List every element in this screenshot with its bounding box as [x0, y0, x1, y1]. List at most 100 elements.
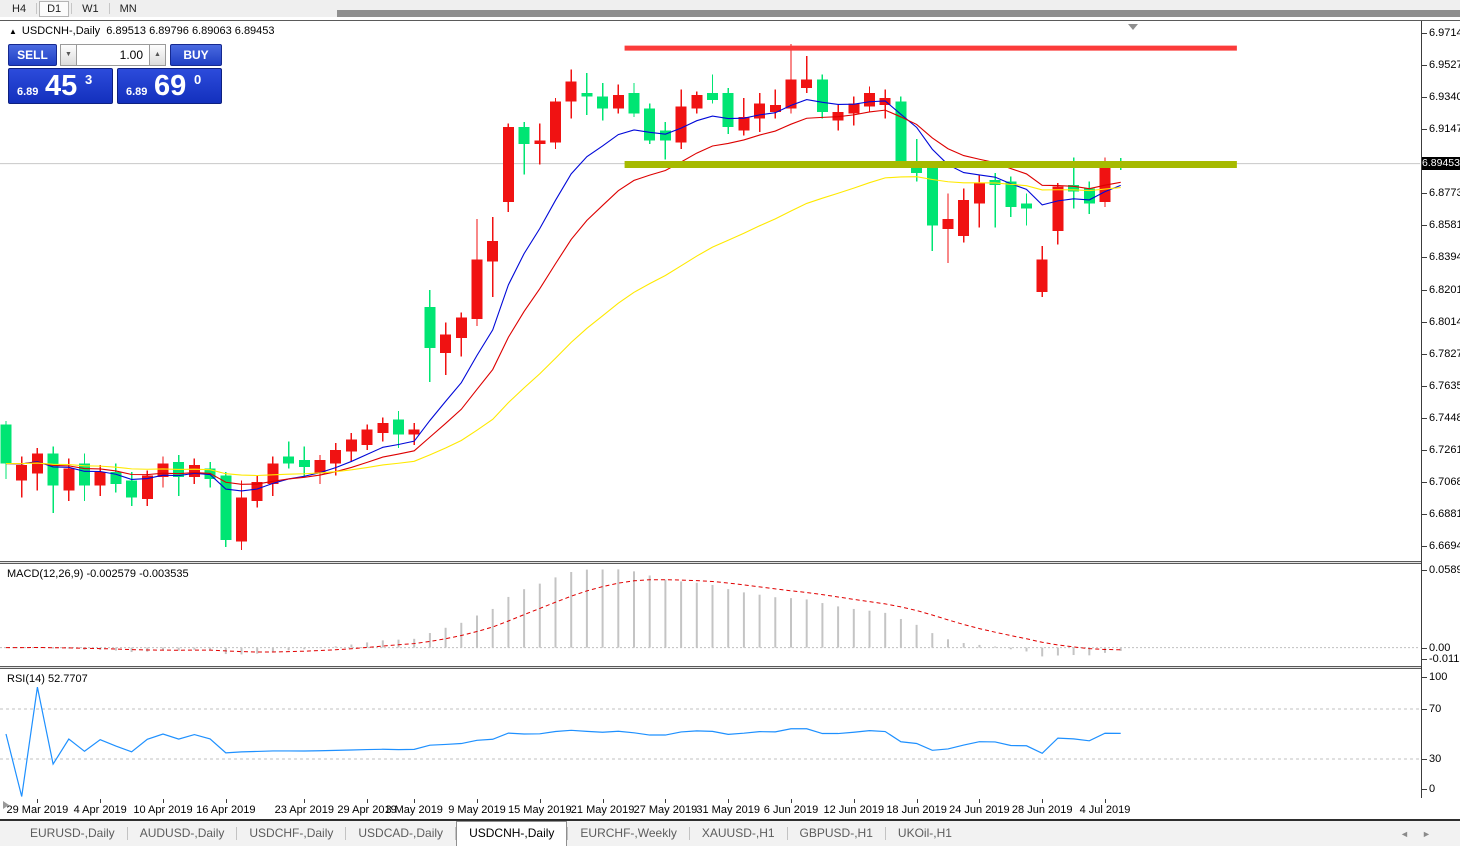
- price-tick: [1422, 709, 1427, 710]
- timeframe-button-h4[interactable]: H4: [12, 2, 27, 15]
- time-tick: [665, 799, 667, 803]
- time-axis[interactable]: 29 Mar 2019 4 Apr 2019 10 Apr 2019 16 Apr 2…: [0, 798, 1460, 819]
- price-axis-label: 6.74480: [1429, 411, 1460, 424]
- sell-price-point: 3: [85, 72, 93, 87]
- time-tick: [37, 799, 39, 803]
- time-axis-label: 9 May 2019: [448, 804, 506, 816]
- tab-separator: [236, 827, 238, 840]
- resistance-line[interactable]: [624, 45, 1237, 51]
- time-axis-label: 6 Jun 2019: [763, 804, 819, 816]
- price-chart-pane[interactable]: ▲ USDCNH-,Daily 6.89513 6.89796 6.89063 …: [0, 21, 1421, 561]
- candle-body: [550, 101, 561, 143]
- candle-body: [707, 93, 718, 100]
- toolbar-separator: [36, 3, 38, 14]
- time-axis-label: 29 Apr 2019: [337, 804, 397, 816]
- price-tick: [1422, 789, 1427, 790]
- tab-ukoil-h1[interactable]: UKOil-,H1: [897, 826, 952, 840]
- candle-body: [722, 93, 734, 128]
- buy-button[interactable]: BUY: [170, 44, 222, 66]
- candle-body: [393, 419, 404, 435]
- chart-shift-icon[interactable]: [1128, 24, 1138, 30]
- candle-body: [471, 259, 483, 320]
- candle-body: [659, 130, 671, 141]
- tab-separator: [567, 827, 569, 840]
- time-tick: [477, 799, 478, 803]
- candle-body: [926, 167, 938, 226]
- one-click-trade-widget: SELL ▼ ▲ BUY 6.89 45 3 6.89 69 0: [8, 44, 222, 104]
- price-tick: [1422, 570, 1427, 571]
- time-tick: [163, 799, 164, 803]
- tab-separator: [455, 827, 457, 840]
- tab-scroll-right-icon[interactable]: ►: [1422, 829, 1431, 839]
- candle-body: [612, 94, 624, 109]
- time-tick: [853, 799, 855, 803]
- price-axis-label: 6.68815: [1429, 508, 1460, 521]
- sell-price-panel[interactable]: 6.89 45 3: [8, 68, 113, 104]
- tab-usdcnh-daily[interactable]: USDCNH-,Daily: [456, 821, 568, 846]
- candle-body: [251, 482, 263, 501]
- price-tick: [1422, 449, 1427, 451]
- time-axis-label: 3 May 2019: [385, 804, 443, 816]
- tab-eurusd-daily[interactable]: EURUSD-,Daily: [30, 826, 115, 840]
- price-tick: [1422, 482, 1427, 484]
- candle-body: [816, 79, 828, 112]
- rsi-label: RSI(14) 52.7707: [7, 673, 88, 685]
- volume-decrease-button[interactable]: ▼: [60, 44, 77, 66]
- candle-body: [644, 108, 656, 141]
- price-tick: [1422, 647, 1427, 649]
- time-axis-label: 21 May 2019: [570, 804, 635, 816]
- macd-chart[interactable]: [0, 564, 1421, 666]
- timeframe-button-w1[interactable]: W1: [82, 2, 99, 15]
- sell-button[interactable]: SELL: [8, 44, 57, 66]
- volume-increase-button[interactable]: ▲: [149, 44, 166, 66]
- candle-body: [1036, 259, 1048, 292]
- candle-body: [283, 456, 295, 464]
- candle-body: [1005, 181, 1017, 207]
- tab-xauusd-h1[interactable]: XAUUSD-,H1: [701, 826, 775, 840]
- tab-usdchf-daily[interactable]: USDCHF-,Daily: [249, 826, 334, 840]
- tab-eurchf-weekly[interactable]: EURCHF-,Weekly: [580, 826, 677, 840]
- candle-body: [848, 103, 860, 114]
- price-tick: [1422, 192, 1427, 194]
- price-axis-label: 6.95270: [1429, 58, 1460, 71]
- price-tick: [1422, 514, 1427, 516]
- candle-body: [408, 429, 420, 435]
- price-axis[interactable]: 6.97140 6.95270 6.93400 6.91475 6.87735 6.858…: [1421, 21, 1460, 798]
- candle-body: [942, 218, 954, 230]
- tab-gbpusd-h1[interactable]: GBPUSD-,H1: [799, 826, 873, 840]
- support-line[interactable]: [624, 161, 1237, 169]
- timeframe-button-mn[interactable]: MN: [119, 2, 137, 15]
- macd-axis-label: -0.011273: [1429, 653, 1460, 665]
- time-tick: [979, 799, 981, 803]
- candle-body: [236, 497, 247, 542]
- candle-body: [565, 81, 577, 102]
- tab-usdcad-daily[interactable]: USDCAD-,Daily: [358, 826, 444, 840]
- toolbar-separator: [108, 3, 110, 14]
- candlestick-chart[interactable]: [0, 21, 1421, 561]
- candle-body: [314, 460, 326, 474]
- tab-scroll-left-icon[interactable]: ◄: [1400, 829, 1409, 839]
- chart-tab-bar: ◄ ► EURUSD-,Daily AUDUSD-,Daily USDCHF-,Da…: [0, 819, 1460, 846]
- candle-body: [94, 472, 106, 486]
- time-axis-label: 23 Apr 2019: [274, 804, 334, 816]
- time-tick: [602, 799, 604, 803]
- time-tick: [225, 799, 227, 803]
- price-tick: [1422, 96, 1427, 98]
- macd-indicator-pane[interactable]: MACD(12,26,9) -0.002579 -0.003535: [0, 564, 1421, 666]
- candle-body: [110, 472, 122, 484]
- tab-audusd-daily[interactable]: AUDUSD-,Daily: [139, 826, 225, 840]
- buy-price-panel[interactable]: 6.89 69 0: [117, 68, 222, 104]
- volume-input[interactable]: [77, 44, 149, 66]
- rsi-indicator-pane[interactable]: RSI(14) 52.7707: [0, 669, 1421, 798]
- collapse-triangle-icon[interactable]: ▲: [9, 26, 17, 36]
- candle-body: [377, 422, 389, 433]
- time-tick: [100, 799, 102, 803]
- time-tick: [791, 799, 792, 803]
- candle-body: [1099, 162, 1111, 202]
- timeframe-button-d1[interactable]: D1: [39, 0, 70, 17]
- rsi-chart[interactable]: [0, 669, 1421, 798]
- candle-body: [958, 200, 970, 236]
- price-tick: [1422, 386, 1427, 388]
- toolbar-separator: [71, 3, 73, 14]
